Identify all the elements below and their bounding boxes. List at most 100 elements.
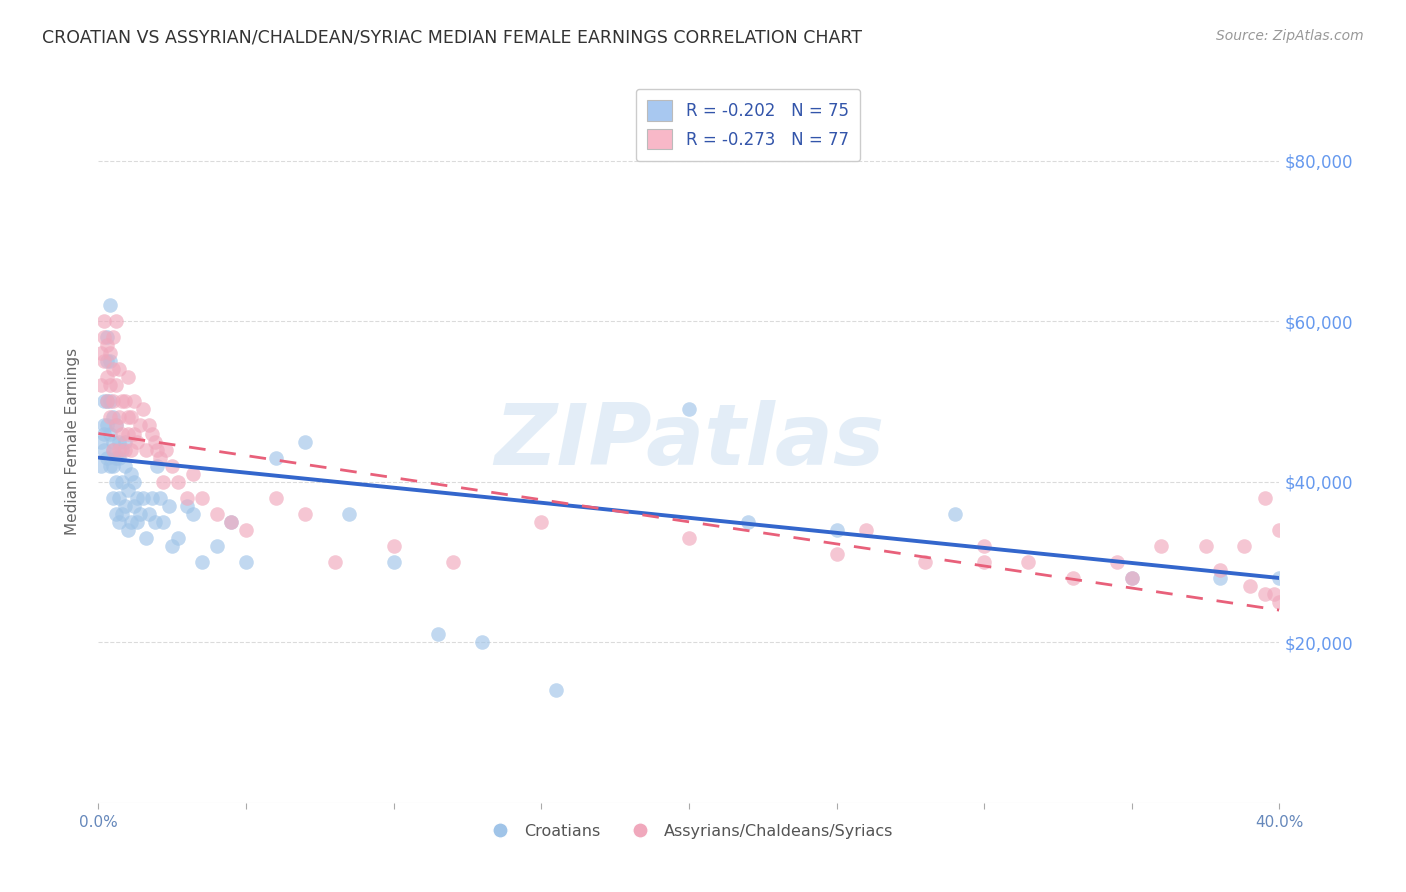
- Point: [122, 394, 145, 409]
- Point: [162, 458, 183, 473]
- Point: [105, 418, 128, 433]
- Point: [162, 539, 183, 553]
- Point: [135, 442, 157, 457]
- Point: [93, 442, 115, 457]
- Point: [132, 491, 155, 505]
- Point: [235, 523, 257, 537]
- Point: [181, 467, 204, 481]
- Point: [96, 338, 118, 352]
- Point: [1263, 587, 1285, 601]
- Point: [167, 531, 190, 545]
- Point: [120, 410, 142, 425]
- Point: [103, 434, 125, 449]
- Point: [117, 483, 139, 497]
- Point: [235, 555, 257, 569]
- Point: [1268, 571, 1291, 585]
- Point: [441, 555, 464, 569]
- Point: [93, 330, 115, 344]
- Point: [264, 491, 287, 505]
- Point: [1209, 571, 1232, 585]
- Point: [98, 394, 121, 409]
- Point: [141, 426, 163, 441]
- Point: [1254, 587, 1277, 601]
- Point: [103, 458, 125, 473]
- Point: [1195, 539, 1218, 553]
- Point: [117, 370, 139, 384]
- Point: [98, 298, 121, 312]
- Point: [111, 507, 134, 521]
- Point: [93, 394, 115, 409]
- Point: [105, 314, 128, 328]
- Point: [546, 683, 568, 698]
- Point: [530, 515, 553, 529]
- Point: [108, 491, 131, 505]
- Point: [1268, 595, 1291, 609]
- Point: [737, 515, 759, 529]
- Point: [96, 394, 118, 409]
- Point: [103, 394, 125, 409]
- Point: [117, 426, 139, 441]
- Point: [122, 499, 145, 513]
- Point: [157, 499, 180, 513]
- Point: [90, 378, 112, 392]
- Point: [96, 370, 118, 384]
- Point: [1150, 539, 1173, 553]
- Point: [105, 418, 128, 433]
- Point: [152, 515, 174, 529]
- Point: [93, 418, 115, 433]
- Point: [146, 458, 169, 473]
- Point: [1107, 555, 1129, 569]
- Point: [678, 531, 700, 545]
- Point: [111, 426, 134, 441]
- Point: [149, 491, 172, 505]
- Point: [973, 539, 995, 553]
- Y-axis label: Median Female Earnings: Median Female Earnings: [65, 348, 80, 535]
- Point: [90, 346, 112, 360]
- Point: [105, 378, 128, 392]
- Point: [155, 442, 177, 457]
- Point: [114, 499, 136, 513]
- Point: [146, 442, 169, 457]
- Point: [143, 434, 166, 449]
- Point: [176, 499, 198, 513]
- Point: [1233, 539, 1256, 553]
- Point: [152, 475, 174, 489]
- Point: [678, 402, 700, 417]
- Point: [105, 450, 128, 465]
- Point: [135, 531, 157, 545]
- Point: [98, 346, 121, 360]
- Point: [108, 410, 131, 425]
- Point: [125, 515, 148, 529]
- Point: [108, 515, 131, 529]
- Text: CROATIAN VS ASSYRIAN/CHALDEAN/SYRIAC MEDIAN FEMALE EARNINGS CORRELATION CHART: CROATIAN VS ASSYRIAN/CHALDEAN/SYRIAC MED…: [42, 29, 862, 46]
- Point: [108, 450, 131, 465]
- Point: [205, 539, 228, 553]
- Point: [90, 458, 112, 473]
- Point: [114, 434, 136, 449]
- Point: [1209, 563, 1232, 577]
- Point: [205, 507, 228, 521]
- Point: [98, 378, 121, 392]
- Point: [143, 515, 166, 529]
- Point: [103, 410, 125, 425]
- Point: [96, 418, 118, 433]
- Point: [98, 410, 121, 425]
- Point: [825, 547, 848, 561]
- Point: [120, 467, 142, 481]
- Point: [141, 491, 163, 505]
- Point: [1239, 579, 1261, 593]
- Point: [122, 475, 145, 489]
- Point: [138, 418, 160, 433]
- Point: [98, 354, 121, 368]
- Point: [108, 434, 131, 449]
- Point: [117, 410, 139, 425]
- Point: [108, 442, 131, 457]
- Point: [191, 491, 214, 505]
- Point: [427, 627, 450, 641]
- Point: [103, 362, 125, 376]
- Point: [132, 402, 155, 417]
- Point: [181, 507, 204, 521]
- Point: [138, 507, 160, 521]
- Point: [191, 555, 214, 569]
- Point: [125, 491, 148, 505]
